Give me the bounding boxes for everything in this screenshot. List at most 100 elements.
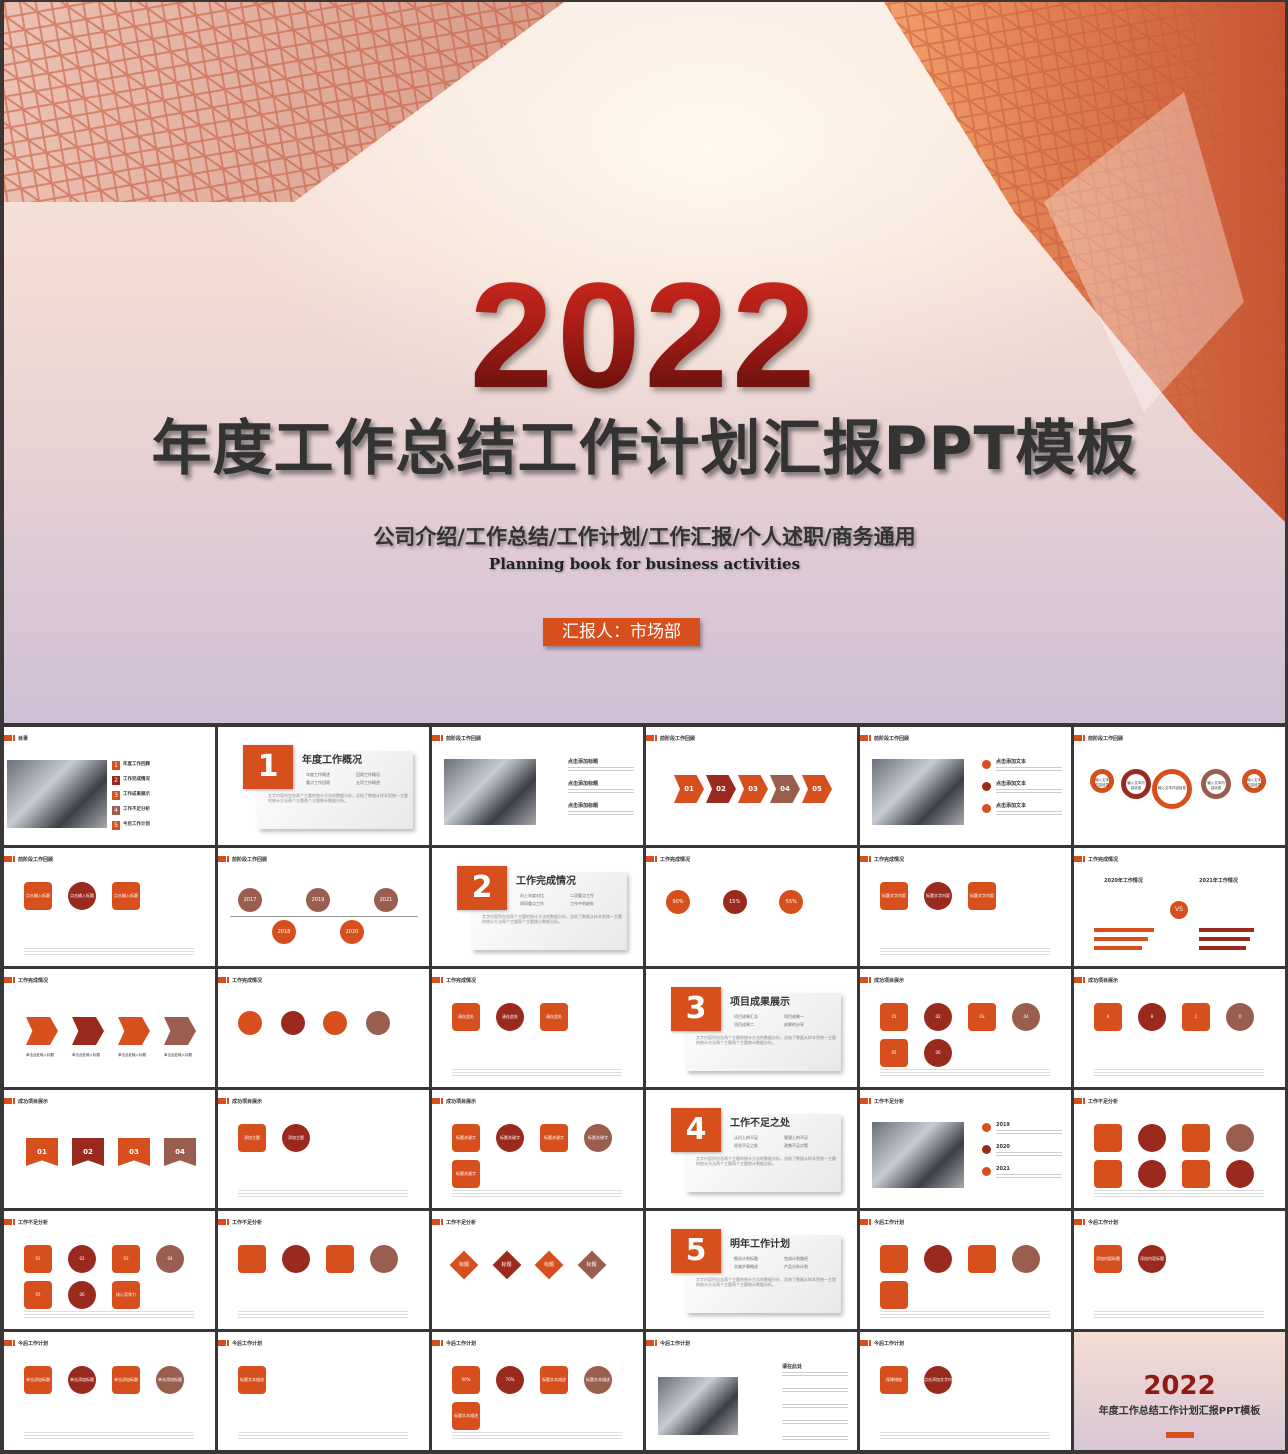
header-bar-icon <box>860 977 868 983</box>
slide-thumbnail[interactable]: 工作不足分析 <box>218 1211 429 1329</box>
arrow-shape <box>118 1017 150 1045</box>
slide-thumbnail[interactable]: 工作不足分析 2019 2020 2021 <box>860 1090 1071 1208</box>
section-description: 文字内容所包含两个主题的统计方法的数据分析，总结了数据从样本到统一主题的统计方法… <box>482 914 622 924</box>
body-text <box>452 1069 622 1077</box>
shape-marker: 06 <box>68 1281 96 1309</box>
slide-header: 今后工作计划 <box>4 1339 48 1347</box>
slide-thumbnail[interactable]: 今后工作计划 标题文本描述 <box>218 1332 429 1450</box>
item-marker <box>982 1167 991 1176</box>
item-text <box>996 1174 1062 1180</box>
slide-thumbnail[interactable]: 工作完成情况 2020年工作情况 VS 2021年工作情况 <box>1074 848 1285 966</box>
arrow-shape <box>72 1017 104 1045</box>
header-bar-icon <box>441 1340 443 1346</box>
slide-header-label: 前阶段工作回顾 <box>446 735 482 742</box>
header-bar-icon <box>432 735 440 741</box>
header-bar-icon <box>218 1219 226 1225</box>
slide-thumbnail[interactable]: 工作完成情况 请在此处 请在此处 请在此处 <box>432 969 643 1087</box>
shape-marker: 点击输入标题 <box>68 882 96 910</box>
slide-thumbnail[interactable]: 工作完成情况 单击此处输入标题 单击此处输入标题 单击此处输入标题 单击此处输入标题 <box>4 969 215 1087</box>
slide-thumbnail[interactable]: 工作完成情况 90% 15% 55% <box>646 848 857 966</box>
year-heading: 2020年工作情况 <box>1104 878 1143 884</box>
header-bar-icon <box>218 856 226 862</box>
chevron-label: 单击此处输入标题 <box>164 1053 192 1057</box>
item-title: 2019 <box>996 1122 1010 1128</box>
slide-header: 今后工作计划 <box>432 1339 476 1347</box>
slide-thumbnail[interactable]: 前阶段工作回顾 输入文本内容信息 输入文本内容信息 输入文本内容信息 输入文本内容信息输… <box>1074 727 1285 845</box>
header-bar-icon <box>227 1340 229 1346</box>
shape-marker <box>282 1245 310 1273</box>
header-bar-icon <box>1074 977 1082 983</box>
shape-marker: 03 <box>968 1003 996 1031</box>
slide-thumbnail[interactable]: 前阶段工作回顾 2017 2018 2019 2020 2021 <box>218 848 429 966</box>
circle-marker: 90% <box>666 890 690 914</box>
circle-marker: 2017 <box>238 888 262 912</box>
slide-thumbnail[interactable]: 成功项目展示 标题关键字 标题关键字 标题关键字 标题关键字 标题关键字 <box>432 1090 643 1208</box>
slide-header-label: 工作完成情况 <box>446 977 477 984</box>
shape-marker <box>1182 1124 1210 1152</box>
slide-thumbnail[interactable]: 成功项目展示 A B C D <box>1074 969 1285 1087</box>
header-bar-icon <box>218 977 226 983</box>
shape-marker: 标题文字内容 <box>880 882 908 910</box>
header-bar-icon <box>869 1340 871 1346</box>
slide-thumbnail[interactable]: 2 工作完成情况 向上年度对比 二项重点工作 四项重点工作 工作中的缺失 文字内容所包含两个… <box>432 848 643 966</box>
slide-thumbnail[interactable]: 1 年度工作概况 年度工作概述 回顾工作概况 重点工作回顾 五项工作概述 文字内容所包含两个… <box>218 727 429 845</box>
arrow-shape: 04 <box>770 775 800 803</box>
slide-thumbnail-grid: 目录 1 年度工作回顾 2 工作完成情况 3 工作成果展示 4 工作不足分析 5 今后工作计划 1 年度… <box>4 727 1285 1450</box>
item-text <box>782 1372 848 1378</box>
slide-thumbnail[interactable]: 目录 1 年度工作回顾 2 工作完成情况 3 工作成果展示 4 工作不足分析 5 今后工作计划 <box>4 727 215 845</box>
section-title: 项目成果展示 <box>730 997 790 1008</box>
slide-header-label: 工作不足分析 <box>446 1219 477 1226</box>
section-description: 文字内容所包含两个主题的统计方法的数据分析，总结了数据从样本到统一主题的统计方法… <box>696 1277 836 1287</box>
bullet-item: 管理上的不足 <box>784 1135 808 1140</box>
slide-thumbnail[interactable]: 今后工作计划 90% 70% 标题文本描述 标题文本描述 标题文本描述 <box>432 1332 643 1450</box>
header-bar-icon <box>227 977 229 983</box>
shape-marker: 标题关键字 <box>452 1124 480 1152</box>
photo <box>872 1122 964 1188</box>
shape-marker: 标题文本描述 <box>584 1366 612 1394</box>
slide-thumbnail[interactable]: 工作不足分析 01 02 03 04 05 06 核心竞争力 <box>4 1211 215 1329</box>
slide-thumbnail[interactable]: 4 工作不足之处 认识上的不足 管理上的不足 经验不足之处 改善不足对策 文字内容所包含两个… <box>646 1090 857 1208</box>
shape-marker: 添加内容标题 <box>1138 1245 1166 1273</box>
bullet-item: 细化计划标题 <box>734 1256 758 1261</box>
header-bar-icon <box>1074 1219 1082 1225</box>
section-bullets: 细化计划标题 完成计划路径 实施步骤概述 产品分析计划 <box>734 1256 834 1269</box>
slide-thumbnail[interactable]: 工作完成情况 <box>218 969 429 1087</box>
arrow-shape: 03 <box>118 1138 150 1166</box>
slide-thumbnail[interactable]: 成功项目展示 01 02 03 04 <box>4 1090 215 1208</box>
bar <box>1199 928 1254 932</box>
shape-marker: 点击输入标题 <box>112 882 140 910</box>
slide-thumbnail[interactable]: 工作不足分析 <box>1074 1090 1285 1208</box>
bullet-item: 实施步骤概述 <box>734 1264 758 1269</box>
slide-thumbnail[interactable]: 今后工作计划 请在此处 <box>646 1332 857 1450</box>
slide-thumbnail[interactable]: 5 明年工作计划 细化计划标题 完成计划路径 实施步骤概述 产品分析计划 文字内容所包含两个… <box>646 1211 857 1329</box>
body-text <box>24 1311 194 1319</box>
slide-thumbnail[interactable]: 成功项目展示 01 02 03 04 05 06 <box>860 969 1071 1087</box>
circle-marker: 15% <box>722 890 747 914</box>
photo <box>444 759 536 825</box>
slide-thumbnail[interactable]: 今后工作计划 添加内容标题 添加内容标题 <box>1074 1211 1285 1329</box>
slide-thumbnail[interactable]: 3 项目成果展示 项目成果汇总 项目成果一 项目成果二 成果的分享 文字内容所包含两个主题的… <box>646 969 857 1087</box>
shape-marker: 标题文字内容 <box>968 882 996 910</box>
slide-thumbnail[interactable]: 今后工作计划 单击添加标题 单击添加标题 单击添加标题 单击添加标题 <box>4 1332 215 1450</box>
header-bar-icon <box>860 735 868 741</box>
year-heading: 2022 <box>4 260 1285 410</box>
arrow-shape <box>26 1017 58 1045</box>
section-bullets: 认识上的不足 管理上的不足 经验不足之处 改善不足对策 <box>734 1135 834 1148</box>
slide-thumbnail[interactable]: 今后工作计划保障措施点击添加文字内容，点击添加文字内容 <box>860 1332 1071 1450</box>
item-title: 请在此处 <box>782 1364 803 1370</box>
slide-thumbnail[interactable]: 前阶段工作回顾 点击添加文本 点击添加文本 点击添加文本 <box>860 727 1071 845</box>
slide-header: 成功项目展示 <box>860 976 904 984</box>
slide-thumbnail[interactable]: 前阶段工作回顾 点击输入标题 点击输入标题 点击输入标题 <box>4 848 215 966</box>
slide-thumbnail[interactable]: 前阶段工作回顾 01 02 03 04 05 <box>646 727 857 845</box>
slide-thumbnail[interactable]: 前阶段工作回顾 点击添加标题 点击添加标题 点击添加标题 <box>432 727 643 845</box>
bullet-item: 向上年度对比 <box>520 893 544 898</box>
shape-marker: 请在此处 <box>496 1003 524 1031</box>
slide-thumbnail[interactable]: 工作完成情况 标题文字内容 标题文字内容 标题文字内容 <box>860 848 1071 966</box>
shape-marker: 03 <box>112 1245 140 1273</box>
slide-thumbnail[interactable]: 工作不足分析 标题 标题 标题 标题 <box>432 1211 643 1329</box>
slide-thumbnail[interactable]: 今后工作计划 <box>860 1211 1071 1329</box>
body-text <box>238 1190 408 1198</box>
slide-header-label: 工作完成情况 <box>660 856 691 863</box>
slide-thumbnail[interactable]: 2022 年度工作总结工作计划汇报PPT模板 <box>1074 1332 1285 1450</box>
slide-thumbnail[interactable]: 成功项目展示 添加主题 添加主题 <box>218 1090 429 1208</box>
